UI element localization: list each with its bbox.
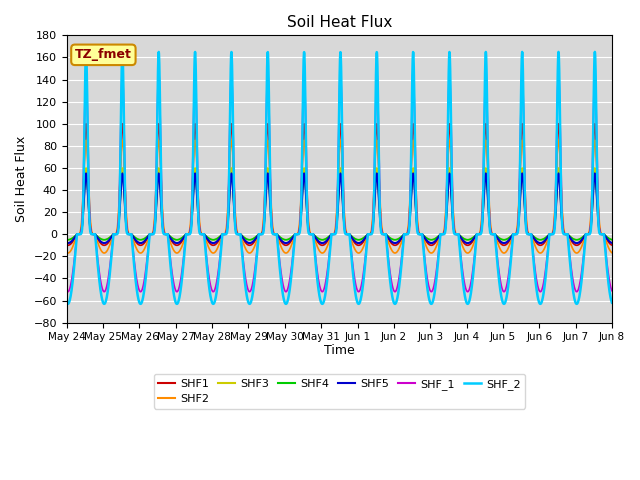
SHF5 [608,240,616,246]
SHF5 [591,170,598,176]
SHF5 [296,227,303,233]
Line: SHF3: SHF3 [67,168,612,240]
Legend: SHF1, SHF2, SHF3, SHF4, SHF5, SHF_1, SHF_2: SHF1, SHF2, SHF3, SHF4, SHF5, SHF_1, SHF… [154,374,525,408]
SHF4 [598,231,605,237]
SHF_2 [296,229,303,235]
SHF2 [272,231,280,237]
SHF3 [64,237,72,243]
SHF1 [608,242,616,248]
SHF4 [296,227,303,233]
Line: SHF1: SHF1 [67,124,612,245]
SHF_1 [125,231,133,237]
SHF4 [64,237,72,243]
SHF2 [591,137,598,143]
SHF4 [63,237,70,242]
SHF2 [157,185,165,191]
SHF_1 [272,231,280,237]
SHF_1 [63,288,70,294]
SHF4 [539,237,547,242]
SHF3 [63,237,70,242]
SHF4 [157,208,165,214]
Line: SHF5: SHF5 [67,173,612,243]
SHF3 [125,231,133,237]
Line: SHF2: SHF2 [67,140,612,253]
X-axis label: Time: Time [324,344,355,357]
SHF3 [272,231,280,237]
SHF_1 [539,284,547,290]
SHF_1 [598,231,605,237]
SHF1 [64,242,72,248]
SHF1 [296,224,303,229]
SHF_2 [157,196,165,202]
SHF4 [608,237,616,242]
SHF3 [591,165,598,171]
SHF_1 [296,226,303,231]
SHF5 [539,240,547,245]
SHF_1 [157,181,165,187]
Title: Soil Heat Flux: Soil Heat Flux [287,15,392,30]
Line: SHF_1: SHF_1 [67,71,612,292]
SHF_2 [598,231,605,237]
SHF1 [157,189,165,194]
SHF5 [64,240,72,246]
Y-axis label: Soil Heat Flux: Soil Heat Flux [15,136,28,222]
SHF2 [539,249,547,254]
SHF_2 [63,300,70,306]
SHF3 [608,237,616,242]
SHF4 [125,231,133,237]
Line: SHF4: SHF4 [67,173,612,240]
SHF4 [591,170,598,176]
SHF4 [272,231,280,237]
SHF_2 [64,301,72,307]
SHF3 [157,205,165,211]
SHF2 [64,250,72,256]
SHF1 [591,121,598,127]
SHF_2 [591,49,598,55]
SHF5 [125,231,133,237]
SHF_2 [539,295,547,301]
Text: TZ_fmet: TZ_fmet [75,48,132,61]
SHF1 [272,231,280,237]
SHF1 [63,242,70,248]
SHF1 [125,231,133,237]
SHF3 [539,237,547,242]
Line: SHF_2: SHF_2 [67,52,612,304]
SHF5 [598,231,605,237]
SHF_1 [608,288,616,294]
SHF2 [296,219,303,225]
SHF1 [539,241,547,247]
SHF2 [63,250,70,255]
SHF_2 [125,231,133,237]
SHF5 [157,208,165,214]
SHF_2 [608,300,616,306]
SHF1 [598,231,605,237]
SHF2 [125,231,133,237]
SHF5 [63,240,70,246]
SHF2 [608,250,616,255]
SHF3 [296,227,303,232]
SHF_1 [591,68,598,73]
SHF2 [598,231,605,237]
SHF_1 [64,289,72,295]
SHF3 [598,231,605,237]
SHF5 [272,231,280,237]
SHF_2 [272,231,280,237]
